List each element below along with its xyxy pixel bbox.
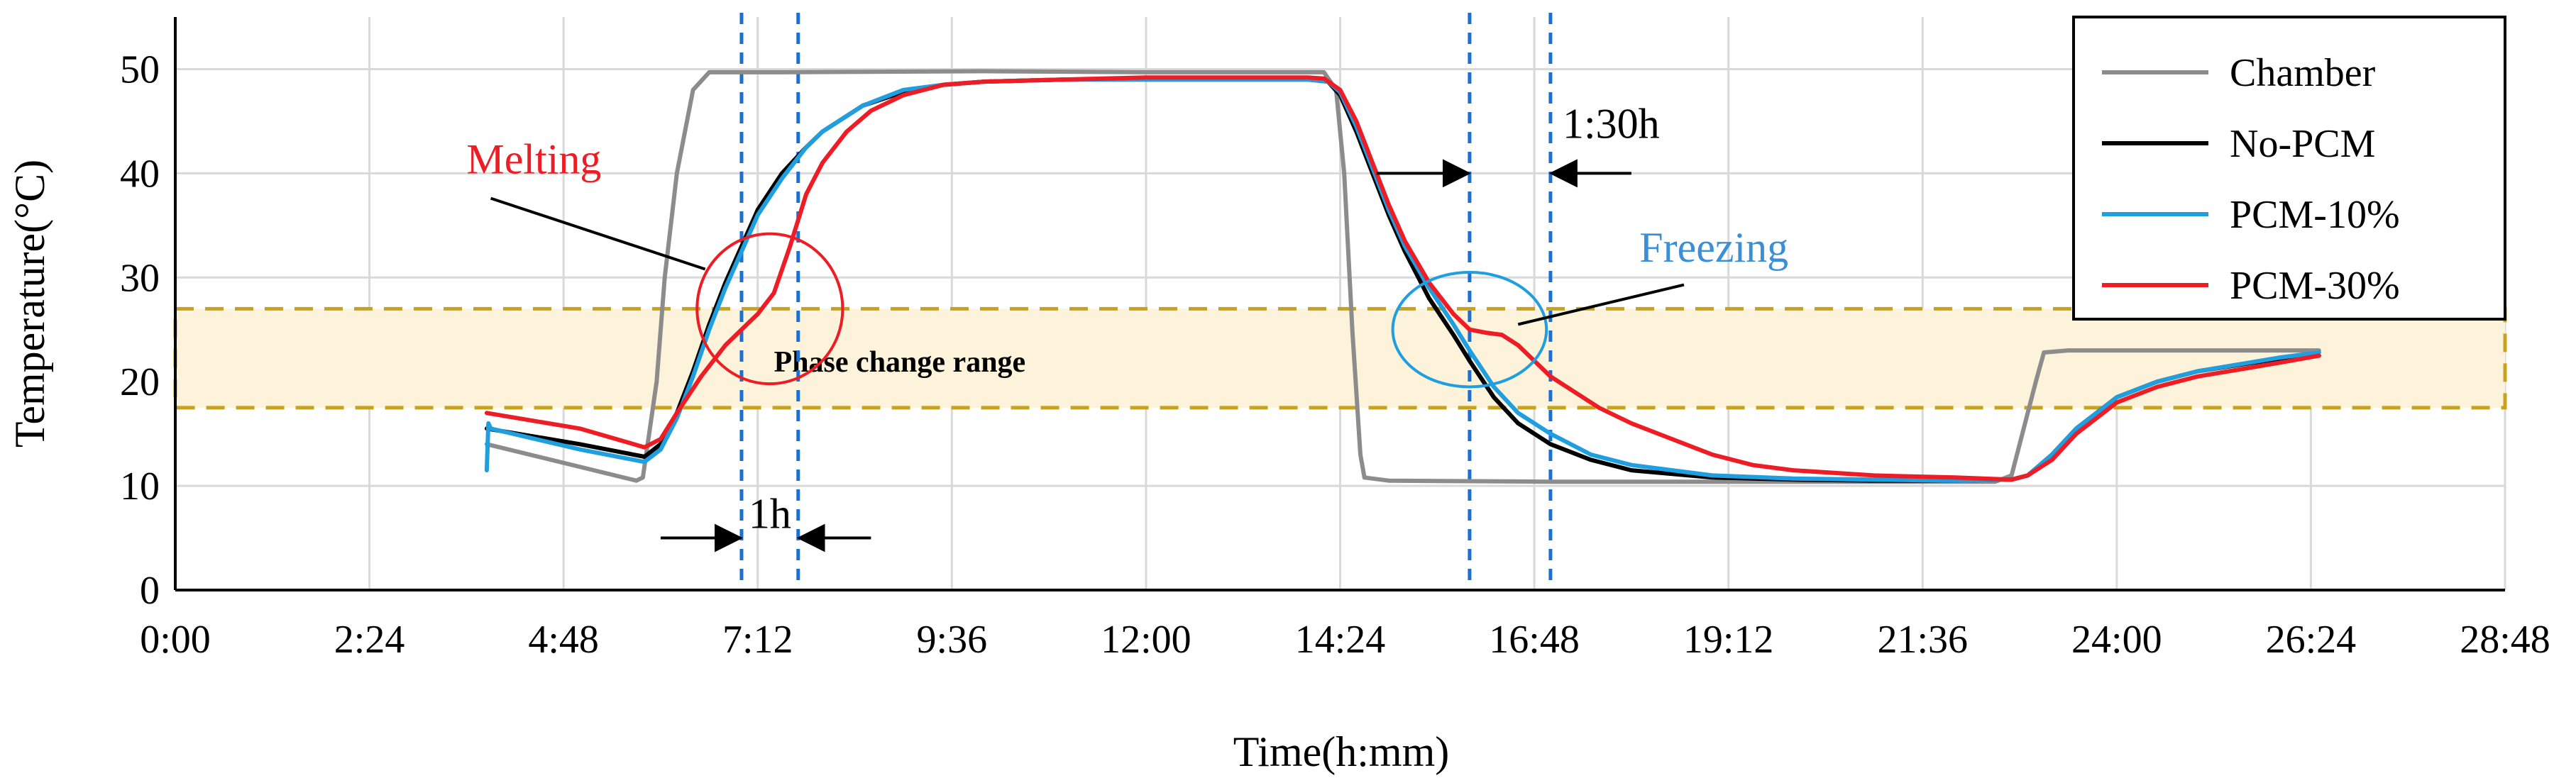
- annotations: Melting Freezing 1h 1:30h: [466, 100, 1788, 552]
- y-tick-label: 20: [120, 360, 160, 404]
- legend-entry-label: No-PCM: [2230, 122, 2375, 166]
- x-tick-label: 14:24: [1295, 618, 1386, 662]
- legend: Chamber No-PCM PCM-10% PCM-30%: [2072, 16, 2506, 321]
- melting-label: Melting: [466, 135, 601, 182]
- series-line-chamber: [484, 69, 2321, 484]
- y-tick-label: 40: [120, 152, 160, 196]
- y-tick-label: 50: [120, 48, 160, 91]
- legend-entry-label: Chamber: [2230, 51, 2376, 95]
- series-lines: [484, 69, 2321, 484]
- x-tick-label: 19:12: [1683, 618, 1774, 662]
- y-tick-label: 10: [120, 465, 160, 509]
- x-tick-label: 21:36: [1877, 618, 1968, 662]
- melting-circle: [695, 232, 844, 386]
- x-tick-label: 4:48: [528, 618, 599, 662]
- x-axis-title: Time(h:mm): [1233, 728, 1449, 775]
- x-tick-label: 24:00: [2071, 618, 2162, 662]
- x-tick-label: 2:24: [334, 618, 405, 662]
- x-tick-label: 0:00: [140, 618, 211, 662]
- series-line-pcm-30-: [484, 75, 2321, 482]
- melting-pointer: [490, 196, 706, 271]
- legend-box: [2072, 16, 2506, 321]
- y-axis-title: Temperature(°C): [6, 160, 53, 448]
- freezing-delay-label: 1:30h: [1563, 100, 1660, 147]
- freezing-circle: [1391, 270, 1548, 389]
- x-tick-label: 28:48: [2460, 618, 2550, 662]
- x-tick-label: 9:36: [917, 618, 988, 662]
- x-tick-label: 12:00: [1101, 618, 1191, 662]
- y-tick-label: 30: [120, 256, 160, 300]
- freezing-pointer: [1517, 283, 1685, 326]
- freezing-label: Freezing: [1639, 224, 1788, 271]
- x-tick-label: 16:48: [1489, 618, 1580, 662]
- vertical-markers: [739, 13, 1553, 590]
- y-tick-label: 0: [140, 569, 160, 613]
- axes: 0 10 20 30 40 50 0:00 2:24 4:48 7:12 9:36 12:00 14:2…: [120, 17, 2550, 662]
- legend-entry-label: PCM-30%: [2230, 264, 2400, 308]
- melting-delay-label: 1h: [749, 491, 791, 538]
- phase-change-range-box: [173, 306, 2507, 410]
- x-tick-label: 7:12: [722, 618, 793, 662]
- phase-change-range-label: Phase change range: [774, 346, 1026, 379]
- x-tick-label: 26:24: [2266, 618, 2357, 662]
- phase-change-band: Phase change range: [173, 306, 2507, 410]
- legend-entry-label: PCM-10%: [2230, 193, 2400, 237]
